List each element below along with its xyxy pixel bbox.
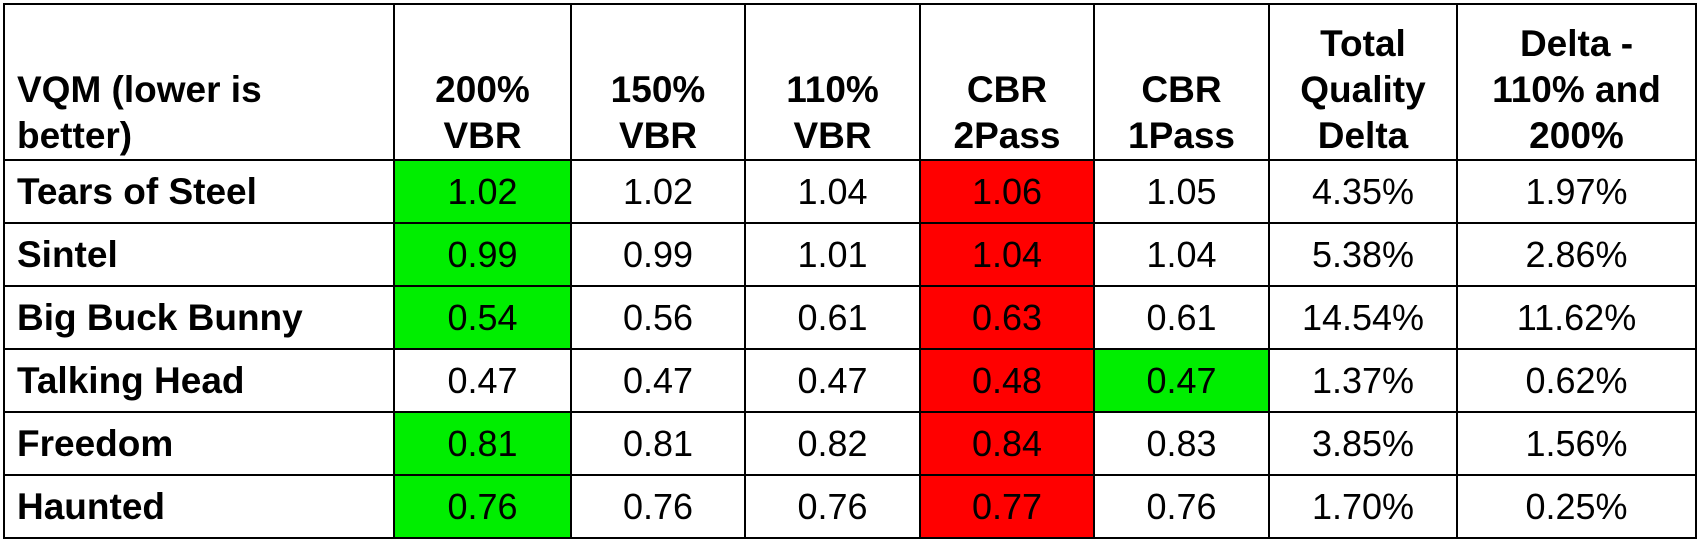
- table-cell: 14.54%: [1268, 285, 1458, 350]
- table-cell: 1.56%: [1456, 411, 1697, 476]
- table-cell: 0.81: [570, 411, 746, 476]
- header-text-line: CBR: [966, 69, 1048, 110]
- table-cell-best: 0.99: [393, 222, 572, 287]
- table-cell-best: 0.54: [393, 285, 572, 350]
- table-cell: 0.47: [570, 348, 746, 413]
- table-cell: 0.76: [570, 474, 746, 539]
- column-header-4: CBR 2Pass: [919, 3, 1095, 161]
- table-cell: 5.38%: [1268, 222, 1458, 287]
- header-text-line: 150%: [610, 69, 706, 110]
- table-cell: 0.99: [570, 222, 746, 287]
- table-cell-worst: 0.63: [919, 285, 1095, 350]
- header-text-line: VBR: [793, 115, 872, 156]
- header-text-line: 110% and: [1492, 69, 1661, 110]
- header-text-line: Total: [1320, 23, 1406, 64]
- table-cell-worst: 1.06: [919, 159, 1095, 224]
- table-cell-worst: 1.04: [919, 222, 1095, 287]
- column-header-6: Total Quality Delta: [1268, 3, 1458, 161]
- table-cell-worst: 0.77: [919, 474, 1095, 539]
- header-text-line: CBR: [1141, 69, 1222, 110]
- table-cell: 1.01: [744, 222, 921, 287]
- table-cell: 2.86%: [1456, 222, 1697, 287]
- table-cell-best: 0.47: [1093, 348, 1270, 413]
- header-text-line: VBR: [443, 115, 522, 156]
- row-label: Talking Head: [3, 348, 395, 413]
- table-cell: 0.47: [393, 348, 572, 413]
- row-label: Haunted: [3, 474, 395, 539]
- table-cell: 1.37%: [1268, 348, 1458, 413]
- table-cell: 0.61: [1093, 285, 1270, 350]
- table-body: Tears of Steel 1.02 1.02 1.04 1.06 1.05 4.35% 1…: [3, 159, 1697, 539]
- table-cell: 1.04: [744, 159, 921, 224]
- table-cell: 0.61: [744, 285, 921, 350]
- table-cell-best: 1.02: [393, 159, 572, 224]
- column-header-7: Delta - 110% and 200%: [1456, 3, 1697, 161]
- table-row: Haunted 0.76 0.76 0.76 0.77 0.76 1.70% 0.25%: [3, 474, 1697, 539]
- table-cell-worst: 0.84: [919, 411, 1095, 476]
- header-row: VQM (lower is better) 200% VBR 150% VBR 110% VB…: [3, 3, 1697, 161]
- table-row: Freedom 0.81 0.81 0.82 0.84 0.83 3.85% 1.56%: [3, 411, 1697, 476]
- header-text-line: Delta -: [1519, 23, 1634, 64]
- header-text-line: better): [17, 115, 133, 156]
- header-text-line: VBR: [618, 115, 698, 156]
- table-cell: 1.97%: [1456, 159, 1697, 224]
- column-header-5: CBR 1Pass: [1093, 3, 1270, 161]
- row-label-header: VQM (lower is better): [3, 3, 395, 161]
- table-row: Sintel 0.99 0.99 1.01 1.04 1.04 5.38% 2.86%: [3, 222, 1697, 287]
- column-header-1: 200% VBR: [393, 3, 572, 161]
- row-label: Big Buck Bunny: [3, 285, 395, 350]
- header-text-line: VQM (lower is: [17, 69, 262, 110]
- header-text-line: 200%: [1529, 115, 1624, 156]
- row-label: Freedom: [3, 411, 395, 476]
- header-text-line: Quality: [1300, 69, 1426, 110]
- table-cell: 0.76: [1093, 474, 1270, 539]
- header-text-line: 1Pass: [1128, 115, 1235, 156]
- header-text-line: 110%: [786, 69, 879, 110]
- table-cell: 0.56: [570, 285, 746, 350]
- table-cell: 0.62%: [1456, 348, 1697, 413]
- header-text-line: 200%: [435, 69, 530, 110]
- table-row: Tears of Steel 1.02 1.02 1.04 1.06 1.05 4.35% 1…: [3, 159, 1697, 224]
- column-header-3: 110% VBR: [744, 3, 921, 161]
- table-cell: 3.85%: [1268, 411, 1458, 476]
- table-cell: 1.04: [1093, 222, 1270, 287]
- table-cell-best: 0.81: [393, 411, 572, 476]
- table-cell-best: 0.76: [393, 474, 572, 539]
- table-cell: 0.83: [1093, 411, 1270, 476]
- table-row: Talking Head 0.47 0.47 0.47 0.48 0.47 1.37% 0.6…: [3, 348, 1697, 413]
- row-label: Tears of Steel: [3, 159, 395, 224]
- table-cell: 1.70%: [1268, 474, 1458, 539]
- vqm-comparison-table: VQM (lower is better) 200% VBR 150% VBR 110% VB…: [3, 3, 1697, 539]
- table-cell: 0.25%: [1456, 474, 1697, 539]
- column-header-2: 150% VBR: [570, 3, 746, 161]
- table-cell: 0.47: [744, 348, 921, 413]
- row-label: Sintel: [3, 222, 395, 287]
- table-cell: 0.82: [744, 411, 921, 476]
- header-text-line: Delta: [1317, 115, 1409, 156]
- table-cell: 1.05: [1093, 159, 1270, 224]
- vqm-table-container: VQM (lower is better) 200% VBR 150% VBR 110% VB…: [3, 3, 1700, 539]
- header-text-line: 2Pass: [953, 115, 1061, 156]
- table-cell: 1.02: [570, 159, 746, 224]
- table-cell-worst: 0.48: [919, 348, 1095, 413]
- table-cell: 11.62%: [1456, 285, 1697, 350]
- table-row: Big Buck Bunny 0.54 0.56 0.61 0.63 0.61 14.54%…: [3, 285, 1697, 350]
- table-cell: 4.35%: [1268, 159, 1458, 224]
- table-cell: 0.76: [744, 474, 921, 539]
